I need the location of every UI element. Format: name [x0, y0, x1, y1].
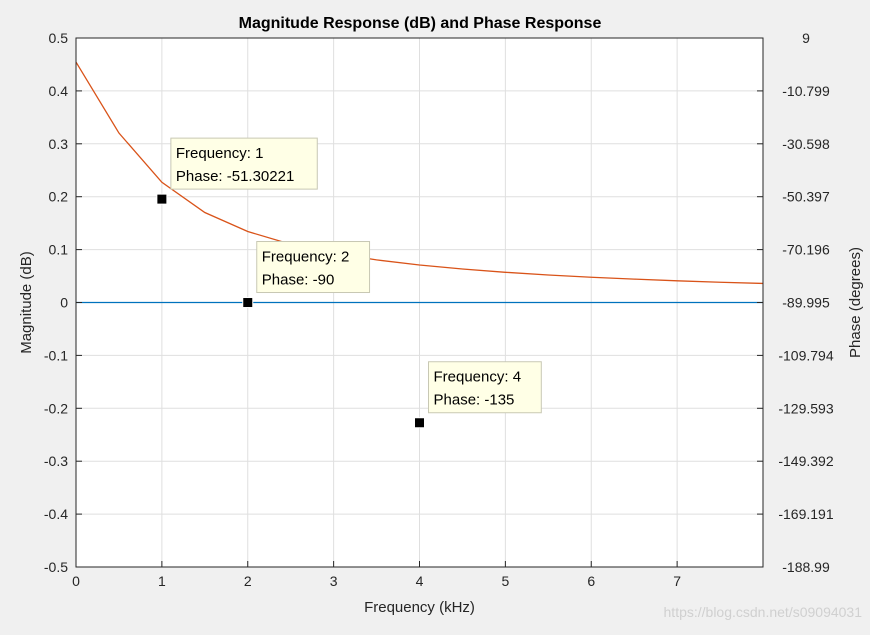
datatip-line2: Phase: -51.30221 [176, 168, 294, 185]
y-tick-label-left: -0.5 [44, 559, 68, 575]
y-tick-label-right: -188.99 [782, 559, 830, 575]
datatip[interactable]: Frequency: 4 Phase: -135 [414, 361, 542, 429]
y-tick-label-right: -109.794 [778, 347, 833, 363]
y-tick-label-right: -169.191 [778, 506, 833, 522]
x-axis-label: Frequency (kHz) [364, 599, 475, 616]
x-tick-label: 6 [587, 573, 595, 589]
y-tick-label-right: -89.995 [782, 295, 830, 311]
y-tick-label-left: 0.1 [49, 242, 69, 258]
y-tick-label-left: -0.2 [44, 400, 68, 416]
y-tick-label-left: -0.1 [44, 347, 68, 363]
y-tick-label-right: -30.598 [782, 136, 830, 152]
y-tick-label-right: -149.392 [778, 453, 833, 469]
datatip-line1: Frequency: 4 [434, 369, 522, 386]
y-tick-label-left: 0.3 [49, 136, 69, 152]
y-tick-label-right: -129.593 [778, 400, 833, 416]
y-tick-label-left: 0.2 [49, 189, 69, 205]
datatip[interactable]: Frequency: 2 Phase: -90 [242, 241, 371, 309]
y-tick-label-left: -0.3 [44, 453, 68, 469]
datatip-line2: Phase: -135 [434, 392, 515, 409]
x-tick-label: 2 [244, 573, 252, 589]
y-tick-label-right: -10.799 [782, 83, 830, 99]
datatip-marker[interactable] [156, 193, 168, 205]
x-tick-label: 4 [416, 573, 424, 589]
x-tick-label: 5 [501, 573, 509, 589]
x-tick-label: 7 [673, 573, 681, 589]
y-tick-label-right: -50.397 [782, 189, 830, 205]
datatip-box [256, 241, 371, 294]
datatips: Frequency: 1 Phase: -51.30221 Frequency: 2… [156, 137, 542, 429]
tick-labels: 0 1 2 3 4 5 6 7 0.5 0.4 0.3 0.2 0.1 0 -0.1 -0.2 -0.3 -0.4… [44, 30, 834, 589]
datatip-line1: Frequency: 2 [262, 249, 350, 266]
x-tick-label: 3 [330, 573, 338, 589]
datatip-marker[interactable] [242, 297, 254, 309]
datatip-line2: Phase: -90 [262, 272, 335, 289]
y-tick-label-right: 9 [802, 30, 810, 46]
y-tick-label-right: -70.196 [782, 242, 830, 258]
x-tick-label: 0 [72, 573, 80, 589]
y-tick-label-left: 0.5 [49, 30, 69, 46]
y-tick-label-left: 0 [60, 295, 68, 311]
datatip-box [170, 137, 318, 190]
x-tick-label: 1 [158, 573, 166, 589]
chart-title: Magnitude Response (dB) and Phase Respon… [239, 15, 602, 32]
y-axis-label-right: Phase (degrees) [847, 247, 864, 358]
series-group [75, 61, 764, 304]
y-tick-label-left: 0.4 [49, 83, 69, 99]
y-tick-label-left: -0.4 [44, 506, 68, 522]
series-line-phase [75, 61, 764, 285]
datatip-box [428, 361, 542, 414]
datatip-line1: Frequency: 1 [176, 145, 264, 162]
y-axis-label-left: Magnitude (dB) [18, 251, 35, 354]
datatip[interactable]: Frequency: 1 Phase: -51.30221 [156, 137, 318, 205]
datatip-marker[interactable] [414, 417, 425, 429]
watermark: https://blog.csdn.net/s09094031 [664, 604, 863, 620]
